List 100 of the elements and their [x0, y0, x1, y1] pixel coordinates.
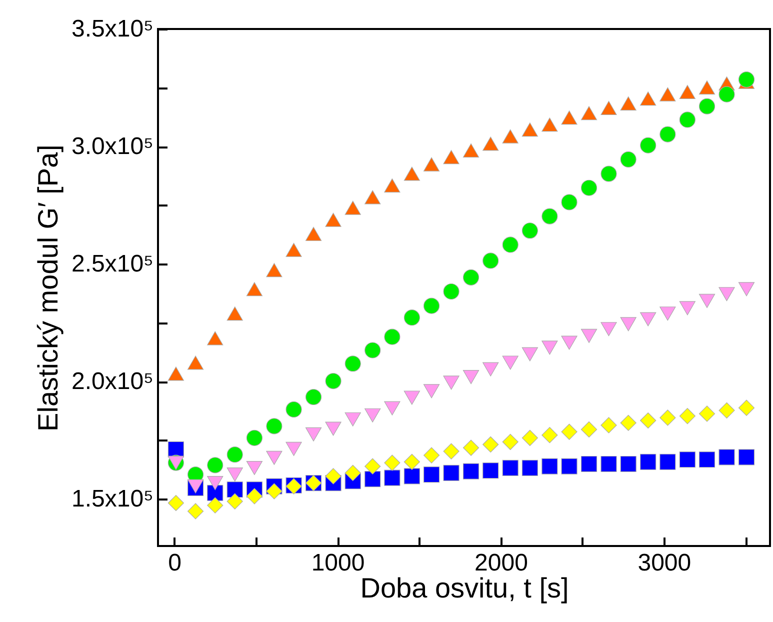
point: [207, 331, 224, 346]
point: [246, 430, 262, 446]
point: [286, 442, 302, 456]
point: [266, 450, 282, 465]
point: [305, 427, 322, 442]
point: [640, 137, 656, 154]
point: [660, 87, 676, 102]
y-tick-label: 2.0x10⁵: [71, 368, 154, 395]
point: [443, 150, 460, 164]
point: [226, 446, 243, 463]
point: [423, 466, 440, 483]
point: [580, 456, 598, 472]
point: [502, 434, 518, 450]
point: [580, 106, 598, 120]
point: [168, 366, 184, 381]
point: [325, 422, 342, 436]
point: [462, 143, 480, 158]
point: [226, 482, 243, 498]
point: [423, 384, 440, 398]
point: [679, 451, 696, 468]
point: [423, 298, 440, 314]
point: [660, 306, 676, 321]
x-tick-label: 0: [168, 550, 182, 576]
point: [679, 112, 696, 128]
point: [600, 100, 617, 115]
point: [640, 412, 656, 429]
point: [482, 462, 499, 479]
point: [246, 282, 262, 296]
point: [226, 493, 243, 510]
point: [561, 336, 578, 350]
point: [482, 436, 499, 453]
point: [620, 414, 636, 431]
point: [522, 347, 538, 362]
point: [502, 460, 518, 476]
point: [423, 447, 440, 464]
point: [443, 376, 460, 390]
point: [462, 370, 480, 384]
point: [542, 458, 558, 474]
point: [404, 390, 420, 405]
point: [698, 98, 716, 114]
point: [561, 458, 578, 474]
point: [187, 356, 204, 370]
point: [384, 178, 400, 193]
y-tick-label: 2.5x10⁵: [71, 250, 154, 278]
point: [600, 456, 617, 472]
point: [679, 84, 696, 99]
point: [738, 449, 755, 466]
point: [344, 412, 361, 426]
y-axis-title: Elastický modul G′ [Pa]: [32, 144, 64, 432]
point: [660, 454, 676, 470]
point: [522, 460, 538, 476]
point: [580, 328, 598, 343]
point: [522, 430, 538, 446]
point: [502, 356, 518, 370]
point: [364, 458, 381, 474]
x-tick-label: 3000: [638, 550, 692, 576]
point: [344, 356, 361, 372]
point: [286, 401, 302, 418]
point: [718, 86, 735, 102]
point: [344, 200, 361, 215]
point: [325, 373, 342, 390]
point: [384, 470, 400, 486]
point: [738, 400, 755, 416]
point: [443, 443, 460, 460]
point: [542, 427, 558, 444]
point: [325, 468, 342, 484]
point: [738, 282, 755, 296]
point: [266, 418, 282, 434]
point: [404, 454, 420, 470]
point: [404, 310, 420, 326]
point: [660, 126, 676, 142]
point: [482, 362, 499, 376]
point: [679, 301, 696, 316]
point: [620, 317, 636, 332]
point: [698, 451, 716, 468]
point: [522, 122, 538, 137]
point: [462, 440, 480, 456]
point: [207, 476, 224, 490]
point: [542, 340, 558, 355]
point: [620, 96, 636, 111]
point: [580, 180, 598, 196]
point: [404, 166, 420, 181]
point: [364, 190, 381, 204]
point: [738, 71, 755, 88]
point: [561, 194, 578, 210]
point: [698, 294, 716, 308]
point: [226, 468, 243, 482]
point: [384, 454, 400, 471]
point: [561, 110, 578, 125]
point: [404, 468, 420, 484]
point: [620, 151, 636, 168]
point: [423, 157, 440, 172]
point: [305, 226, 322, 241]
point: [305, 388, 322, 406]
point: [364, 342, 381, 358]
point: [698, 80, 716, 95]
point: [286, 242, 302, 257]
point: [660, 410, 676, 426]
point: [600, 166, 617, 182]
point: [226, 306, 243, 321]
